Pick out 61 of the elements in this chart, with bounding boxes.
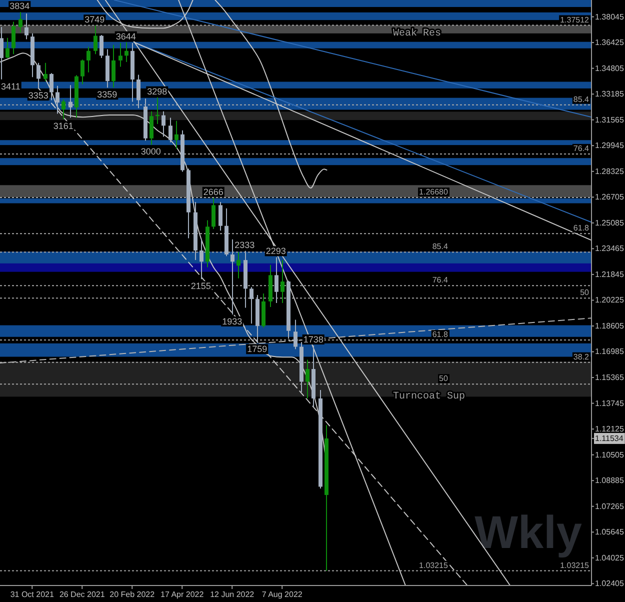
y-tick-label: 1.05645 <box>595 528 624 537</box>
y-tick-label: 1.11534 <box>595 434 624 443</box>
y-tick-label: 1.16985 <box>595 347 624 356</box>
y-tick-label: 1.28325 <box>595 166 624 176</box>
annotation: 3298 <box>147 86 168 96</box>
y-tick-label: 1.04025 <box>595 553 624 562</box>
annotation: 1933 <box>222 316 242 326</box>
annotation: 1.26680 <box>419 188 448 197</box>
y-tick-label: 1.07265 <box>595 502 624 511</box>
annotation: 61.8 <box>573 224 590 233</box>
x-tick-label: 31 Oct 2021 <box>10 590 54 599</box>
y-tick-label: 1.21845 <box>595 270 624 279</box>
band-label: Weak Res <box>393 27 442 40</box>
y-tick-label: 1.26705 <box>595 192 624 202</box>
annotation: 38.2 <box>573 352 590 362</box>
annotation: 1759 <box>247 344 268 354</box>
annotation: 2666 <box>203 186 224 197</box>
annotation: 3359 <box>97 90 118 100</box>
annotation: 76.4 <box>432 276 448 285</box>
ref-line-label: 1.03215 <box>560 560 590 570</box>
annotation: 3834 <box>10 1 30 12</box>
annotation: 85.4 <box>432 242 448 252</box>
y-tick-label: 1.34805 <box>595 64 624 73</box>
y-tick-label: 1.36425 <box>595 38 624 48</box>
y-tick-label: 1.33185 <box>595 90 624 99</box>
y-tick-label: 1.08885 <box>595 476 624 486</box>
y-tick-label: 1.31565 <box>595 115 624 124</box>
annotation: 2293 <box>266 246 286 256</box>
y-tick-label: 1.29945 <box>595 141 624 150</box>
annotation: 76.4 <box>573 144 590 153</box>
annotation: 50 <box>580 288 590 298</box>
ref-line-label: 1.37512 <box>560 15 590 24</box>
x-tick-label: 17 Apr 2022 <box>160 590 204 599</box>
x-tick-label: 26 Dec 2021 <box>59 590 106 599</box>
annotation: 3000 <box>140 146 161 157</box>
annotation: 85.4 <box>573 94 590 104</box>
annotation: 61.8 <box>432 330 448 340</box>
y-tick-label: 1.38045 <box>595 12 624 22</box>
y-tick-label: 1.12125 <box>595 424 624 434</box>
annotation: 2333 <box>234 240 255 250</box>
annotation: 2155 <box>190 281 211 292</box>
y-tick-label: 1.20225 <box>595 296 624 305</box>
y-tick-label: 1.13745 <box>595 398 624 408</box>
annotation: 3353 <box>28 90 48 101</box>
band-label: Turncoat Sup <box>393 392 466 403</box>
annotation: 3749 <box>84 14 105 25</box>
y-tick-label: 1.25085 <box>595 218 624 228</box>
annotation: 3644 <box>116 31 136 42</box>
annotation: 3411 <box>1 81 20 92</box>
annotation: 1738 <box>303 334 324 344</box>
annotation: 50 <box>439 374 448 384</box>
x-tick-label: 20 Feb 2022 <box>110 590 156 599</box>
annotation: 3161 <box>53 121 74 132</box>
y-tick-label: 1.18605 <box>595 321 624 330</box>
x-tick-label: 12 Jun 2022 <box>210 590 255 599</box>
annotation: 1.03215 <box>419 560 448 570</box>
y-tick-label: 1.02405 <box>595 579 624 588</box>
y-tick-label: 1.23465 <box>595 244 624 254</box>
x-tick-label: 7 Aug 2022 <box>262 590 303 599</box>
y-tick-label: 1.15365 <box>595 373 624 382</box>
y-tick-label: 1.10505 <box>595 450 624 460</box>
